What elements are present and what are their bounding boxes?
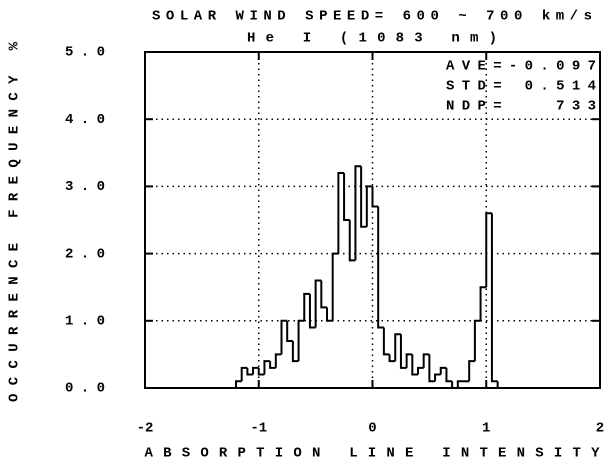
histogram-step: [451, 381, 458, 389]
histogram-step: [314, 279, 322, 328]
histogram-step: [326, 307, 333, 322]
histogram-step: [308, 293, 316, 329]
histogram-step: [479, 286, 487, 321]
y-tick-label: 2.0: [65, 246, 105, 262]
histogram-step: [235, 380, 242, 388]
histogram-step: [382, 327, 390, 356]
histogram-step: [377, 206, 384, 329]
histogram-step: [485, 212, 492, 288]
x-tick-label: 2: [596, 421, 604, 437]
histogram-step: [399, 334, 407, 369]
histogram-step: [371, 186, 379, 208]
histogram-step: [263, 360, 271, 375]
histogram-step: [411, 354, 418, 376]
x-axis-label: ABSORPTION LINE INTENSITY: [145, 446, 601, 462]
histogram-step: [252, 366, 259, 375]
histogram-step: [297, 319, 305, 362]
histogram-step: [439, 366, 447, 375]
stat-annotation: STD= 0.514: [446, 79, 596, 95]
histogram-step: [240, 366, 248, 382]
histogram-step: [473, 319, 481, 362]
histogram-step: [394, 333, 401, 362]
y-tick-label: 3.0: [65, 179, 105, 195]
x-tick-label: 1: [482, 421, 490, 437]
histogram-step: [456, 380, 464, 388]
histogram-step: [269, 361, 276, 369]
histogram-step: [434, 373, 441, 382]
histogram-step: [360, 166, 367, 228]
histogram-step: [274, 353, 282, 368]
histogram-step: [320, 280, 327, 309]
histogram-step: [405, 353, 413, 368]
histogram-step: [388, 354, 396, 363]
stat-annotation: NDP= 733: [446, 99, 596, 115]
y-axis-label: OCCURRENCE FREQUENCY %: [7, 41, 23, 402]
histogram-step: [286, 320, 293, 342]
histogram-step: [280, 319, 288, 355]
histogram-step: [417, 366, 424, 375]
histogram-step: [337, 171, 345, 254]
histogram-step: [445, 367, 453, 383]
y-tick-label: 1.0: [65, 314, 105, 330]
histogram-step: [422, 353, 430, 368]
histogram-step: [490, 213, 498, 383]
histogram-step: [343, 172, 350, 221]
y-tick-label: 5.0: [65, 45, 105, 61]
y-tick-label: 0.0: [65, 381, 105, 397]
chart-subtitle: He I (1083 nm): [247, 31, 497, 47]
histogram-step: [246, 367, 254, 376]
histogram-step: [365, 185, 373, 227]
histogram-step: [291, 340, 299, 363]
y-tick-label: 4.0: [65, 112, 105, 128]
histogram-step: [257, 367, 265, 376]
histogram-step: [303, 292, 310, 321]
histogram-step: [348, 220, 356, 262]
stat-annotation: AVE=-0.097: [446, 59, 596, 75]
x-tick-label: -2: [137, 421, 154, 437]
histogram-step: [428, 354, 436, 383]
histogram-step: [354, 165, 362, 261]
x-tick-label: -1: [250, 421, 267, 437]
x-tick-label: 0: [368, 421, 376, 437]
histogram-step: [468, 360, 475, 382]
chart-title: SOLAR WIND SPEED= 600 ~ 700 km/s: [152, 9, 592, 25]
histogram-step: [331, 252, 339, 321]
